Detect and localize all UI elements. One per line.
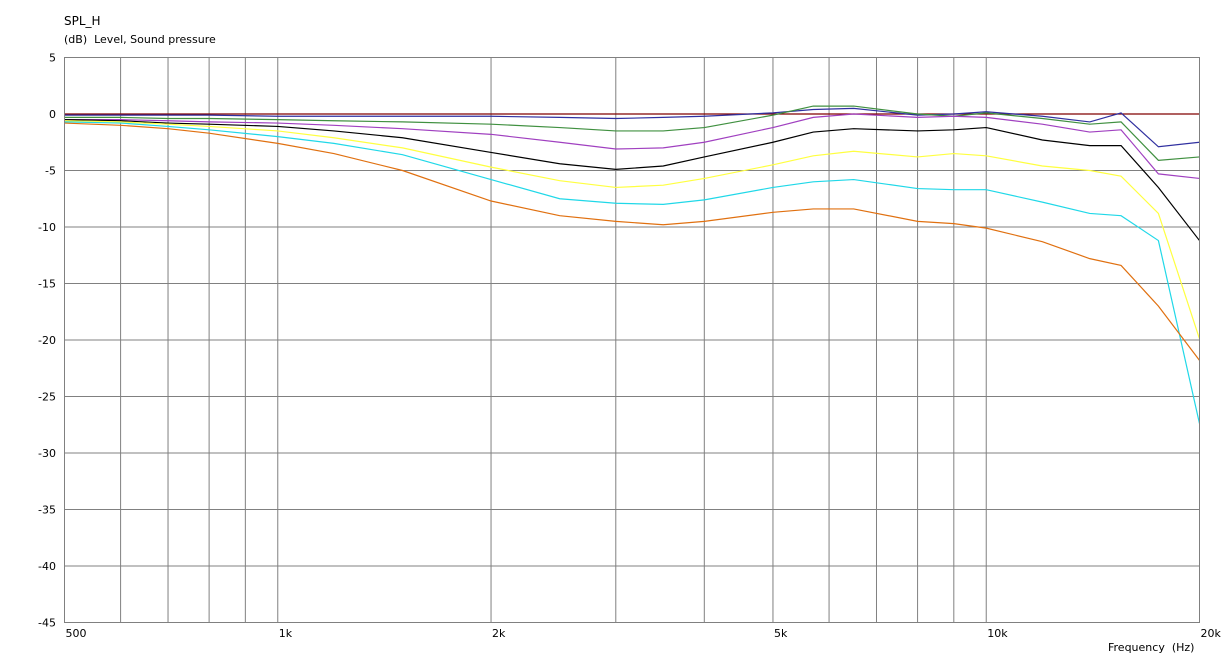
y-tick-label: -5 bbox=[45, 165, 56, 178]
y-tick-label: 5 bbox=[49, 52, 56, 65]
x-tick-label: 500 bbox=[66, 627, 87, 640]
x-tick-label: 2k bbox=[492, 627, 506, 640]
series-line bbox=[64, 119, 1200, 241]
x-tick-label: 5k bbox=[774, 627, 788, 640]
x-axis-label: Frequency (Hz) bbox=[1108, 641, 1194, 654]
y-tick-label: 0 bbox=[49, 108, 56, 121]
series-line bbox=[64, 122, 1200, 361]
y-axis-label: (dB) Level, Sound pressure bbox=[64, 33, 216, 46]
series-line bbox=[64, 107, 1200, 148]
y-tick-label: -25 bbox=[38, 391, 56, 404]
series-line bbox=[64, 105, 1200, 161]
y-tick-label: -35 bbox=[38, 504, 56, 517]
x-tick-label: 20k bbox=[1201, 627, 1222, 640]
x-tick-label: 10k bbox=[987, 627, 1008, 640]
y-tick-label: -45 bbox=[38, 617, 56, 630]
series-line bbox=[64, 113, 1200, 180]
y-tick-label: -10 bbox=[38, 221, 56, 234]
plot bbox=[64, 105, 1201, 424]
x-tick-label: 1k bbox=[279, 627, 293, 640]
y-tick-label: -20 bbox=[38, 334, 56, 347]
chart-title: SPL_H bbox=[64, 14, 101, 28]
series-line bbox=[64, 121, 1201, 424]
plot-border bbox=[64, 57, 1200, 623]
series-line bbox=[64, 120, 1201, 340]
y-tick-label: -30 bbox=[38, 447, 56, 460]
y-tick-label: -40 bbox=[38, 560, 56, 573]
y-tick-label: -15 bbox=[38, 278, 56, 291]
